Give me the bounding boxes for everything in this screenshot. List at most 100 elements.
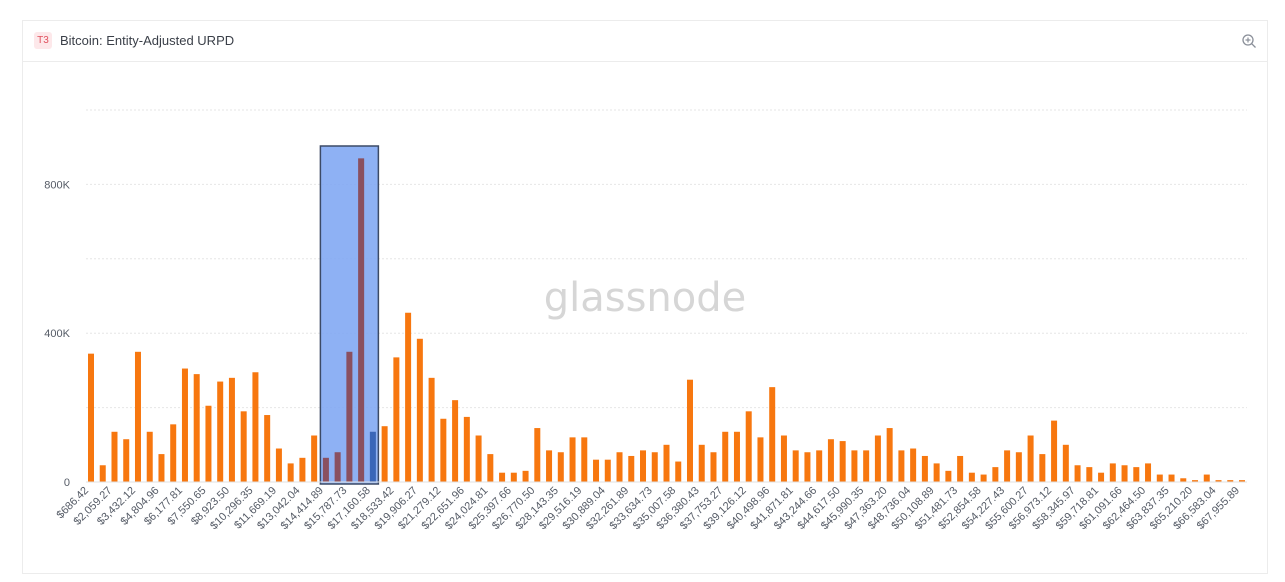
bar bbox=[311, 435, 318, 482]
highlighted-bar bbox=[369, 431, 376, 482]
bar bbox=[475, 435, 482, 482]
bar bbox=[898, 450, 905, 482]
bar bbox=[264, 415, 271, 482]
bar bbox=[1109, 463, 1116, 482]
bar bbox=[968, 472, 975, 482]
bar bbox=[252, 372, 259, 482]
bar bbox=[299, 457, 306, 482]
bar bbox=[440, 418, 447, 482]
bar bbox=[181, 368, 188, 482]
bar bbox=[1074, 465, 1081, 482]
highlighted-bar bbox=[358, 158, 365, 483]
bar bbox=[1027, 435, 1034, 482]
bar bbox=[581, 437, 588, 482]
bar bbox=[792, 450, 799, 482]
bar bbox=[557, 452, 564, 482]
bar bbox=[593, 459, 600, 482]
bar bbox=[851, 450, 858, 482]
bar bbox=[1239, 480, 1245, 482]
bar bbox=[569, 437, 576, 482]
bar bbox=[628, 455, 635, 482]
bar bbox=[733, 431, 740, 482]
bar bbox=[1051, 420, 1058, 482]
bar bbox=[111, 431, 118, 482]
bar bbox=[933, 463, 940, 482]
y-tick-label: 800K bbox=[44, 179, 70, 191]
bar bbox=[1156, 474, 1163, 482]
bar bbox=[170, 424, 177, 482]
bar bbox=[228, 377, 235, 482]
bar bbox=[1180, 478, 1187, 482]
bar bbox=[1121, 465, 1128, 482]
y-tick-label: 400K bbox=[44, 328, 70, 340]
bar bbox=[1215, 480, 1222, 482]
bar bbox=[1086, 467, 1093, 482]
y-tick-label: 0 bbox=[64, 477, 70, 489]
bar bbox=[217, 381, 224, 482]
bar bbox=[698, 444, 705, 482]
tier-badge: T3 bbox=[34, 32, 52, 49]
bar bbox=[88, 353, 94, 482]
bar bbox=[957, 455, 964, 482]
bar bbox=[123, 439, 130, 482]
highlighted-bar bbox=[322, 457, 329, 482]
bar bbox=[945, 470, 952, 482]
y-axis: 0 400K 800K bbox=[44, 179, 70, 489]
bar bbox=[980, 474, 987, 482]
bar bbox=[205, 405, 212, 482]
highlight-layer[interactable] bbox=[319, 145, 380, 485]
bar bbox=[886, 428, 893, 482]
bar bbox=[1227, 480, 1234, 482]
bar bbox=[616, 452, 623, 482]
bar bbox=[1168, 474, 1175, 482]
bar bbox=[463, 416, 470, 482]
bar bbox=[1133, 467, 1140, 482]
bar bbox=[992, 467, 999, 482]
bar bbox=[804, 452, 811, 482]
panel-header: T3 Bitcoin: Entity-Adjusted URPD bbox=[23, 21, 1267, 62]
bar bbox=[275, 448, 282, 482]
bar bbox=[757, 437, 764, 482]
grid-lines bbox=[86, 109, 1247, 409]
bar bbox=[651, 452, 658, 482]
bar bbox=[1004, 450, 1011, 482]
chart-title: Bitcoin: Entity-Adjusted URPD bbox=[60, 33, 235, 48]
bar bbox=[405, 312, 412, 482]
watermark: glassnode bbox=[544, 275, 747, 321]
bar bbox=[710, 452, 717, 482]
bar bbox=[863, 450, 870, 482]
bar bbox=[816, 450, 823, 482]
bar bbox=[522, 470, 529, 482]
bar bbox=[158, 454, 165, 482]
bar bbox=[287, 463, 294, 482]
bar bbox=[428, 377, 435, 482]
bar bbox=[1039, 454, 1046, 482]
bar bbox=[499, 472, 506, 482]
bar bbox=[510, 472, 517, 482]
bar bbox=[1145, 463, 1152, 482]
bar bbox=[1192, 480, 1199, 482]
bar bbox=[827, 439, 834, 482]
bar bbox=[1203, 474, 1210, 482]
bar bbox=[921, 455, 928, 482]
bar bbox=[722, 431, 729, 482]
bar bbox=[193, 374, 200, 482]
bar bbox=[604, 459, 611, 482]
bar bbox=[146, 431, 153, 482]
bar bbox=[240, 411, 247, 482]
bar bbox=[686, 379, 693, 482]
bar bbox=[1062, 444, 1069, 482]
bar bbox=[910, 448, 917, 482]
bar bbox=[675, 461, 682, 482]
bar bbox=[534, 428, 541, 482]
bar bbox=[663, 444, 670, 482]
bar bbox=[452, 400, 459, 482]
bar bbox=[381, 426, 388, 482]
bar bbox=[874, 435, 881, 482]
bar bbox=[134, 351, 141, 482]
zoom-in-icon[interactable] bbox=[1241, 33, 1257, 49]
bar bbox=[487, 454, 494, 482]
highlighted-bar bbox=[334, 452, 341, 482]
bar bbox=[1015, 452, 1022, 482]
